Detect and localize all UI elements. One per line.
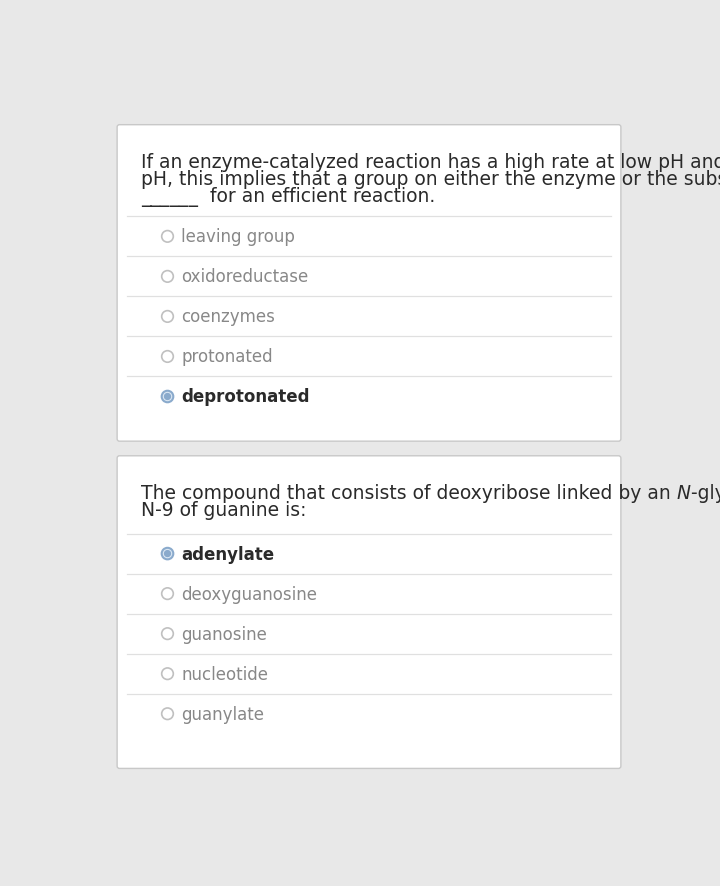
Circle shape	[165, 551, 171, 557]
Text: oxidoreductase: oxidoreductase	[181, 268, 309, 286]
Circle shape	[162, 668, 174, 680]
Text: If an enzyme-catalyzed reaction has a high rate at low pH and low rate at higher: If an enzyme-catalyzed reaction has a hi…	[141, 152, 720, 172]
Text: coenzymes: coenzymes	[181, 308, 275, 326]
Circle shape	[162, 628, 174, 640]
Text: deprotonated: deprotonated	[181, 388, 310, 406]
Circle shape	[162, 548, 174, 560]
Circle shape	[162, 311, 174, 323]
Text: leaving group: leaving group	[181, 228, 295, 246]
Text: N-9 of guanine is:: N-9 of guanine is:	[141, 500, 307, 519]
Circle shape	[162, 231, 174, 243]
FancyBboxPatch shape	[117, 456, 621, 768]
FancyBboxPatch shape	[117, 126, 621, 441]
Circle shape	[162, 708, 174, 719]
Text: ______  for an efficient reaction.: ______ for an efficient reaction.	[141, 186, 436, 206]
Circle shape	[162, 588, 174, 600]
Text: deoxyguanosine: deoxyguanosine	[181, 585, 318, 603]
Text: nucleotide: nucleotide	[181, 665, 269, 683]
Text: guanosine: guanosine	[181, 625, 267, 643]
Text: protonated: protonated	[181, 348, 273, 366]
Text: N: N	[677, 483, 691, 502]
Text: The compound that consists of deoxyribose linked by an: The compound that consists of deoxyribos…	[141, 483, 677, 502]
Circle shape	[162, 351, 174, 363]
Circle shape	[162, 271, 174, 283]
Text: adenylate: adenylate	[181, 545, 274, 563]
Text: -glycosidic bond to: -glycosidic bond to	[691, 483, 720, 502]
Text: guanylate: guanylate	[181, 705, 264, 723]
Circle shape	[162, 392, 174, 403]
Circle shape	[165, 394, 171, 400]
Text: pH, this implies that a group on either the enzyme or the substrate must be: pH, this implies that a group on either …	[141, 169, 720, 189]
